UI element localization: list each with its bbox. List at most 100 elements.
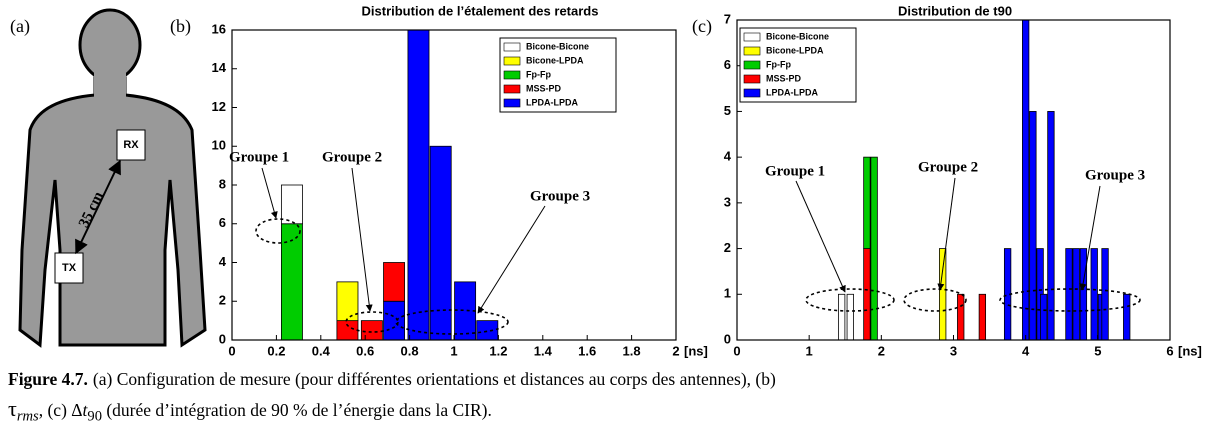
legend-swatch [744,75,760,83]
bar-segment [1066,249,1072,340]
x-tick-label: 4 [1022,343,1030,358]
body-diagram: RX TX 35 cm [20,10,205,345]
group-label: Groupe 2 [322,149,382,165]
x-tick-label: 1.4 [534,343,553,358]
x-unit: [ns] [1178,343,1202,358]
y-tick-label: 5 [724,103,731,118]
page: RX TX 35 cm (a) (b) (c) Distribution de … [0,0,1220,448]
x-tick-label: 2 [878,343,885,358]
legend-swatch [744,89,760,97]
bar-segment [939,249,945,340]
caption-label: Figure 4.7. [8,369,88,389]
x-tick-label: 0 [733,343,740,358]
x-tick-label: 3 [950,343,957,358]
panel-label: (b) [170,16,191,37]
legend-label: Fp-Fp [526,69,551,79]
legend-label: Bicone-LPDA [526,55,584,65]
y-tick-label: 4 [724,149,732,164]
bar-segment [1102,249,1108,340]
caption-text: , (c) Δ [39,400,83,420]
y-tick-label: 8 [219,176,226,191]
panel-label: (a) [10,16,30,37]
legend-swatch [504,99,520,107]
group-label: Groupe 1 [229,149,289,165]
y-tick-label: 6 [724,57,731,72]
chart-title: Distribution de t90 [898,3,1012,18]
group-arrow [478,206,545,313]
y-tick-label: 2 [219,293,226,308]
x-tick-label: 1.6 [578,343,596,358]
y-tick-label: 1 [724,286,731,301]
legend-label: Fp-Fp [766,59,791,69]
body-silhouette [20,78,205,345]
bar-segment [477,321,498,340]
bar-segment [1073,249,1079,340]
caption-subscript: 90 [87,409,102,425]
legend-label: MSS-PD [526,83,562,93]
group-label: Groupe 2 [918,159,978,175]
x-tick-label: 6 [1166,343,1173,358]
x-tick-label: 5 [1094,343,1101,358]
x-tick-label: 1 [450,343,457,358]
legend-swatch [504,57,520,65]
legend-swatch [504,43,520,51]
legend-label: LPDA-LPDA [766,87,818,97]
y-tick-label: 2 [724,240,731,255]
head [80,10,140,80]
bar-segment [979,294,985,340]
legend-label: Bicone-Bicone [766,31,829,41]
group-arrow [262,168,276,218]
x-tick-label: 1.8 [623,343,641,358]
y-tick-label: 12 [212,99,226,114]
neck [94,70,126,100]
bar-segment [1091,249,1097,340]
legend-label: MSS-PD [766,73,802,83]
figure: RX TX 35 cm (a) (b) (c) Distribution de … [0,0,1220,360]
bar-segment [1040,294,1046,340]
x-tick-label: 1.2 [489,343,507,358]
y-tick-label: 0 [724,331,731,346]
x-tick-label: 0.4 [312,343,331,358]
y-tick-label: 16 [212,21,226,36]
rx-label: RX [123,139,139,151]
x-tick-label: 0.8 [401,343,419,358]
legend-label: Bicone-LPDA [766,45,824,55]
bar-segment [864,157,870,248]
x-tick-label: 0 [228,343,235,358]
bar-segment [871,157,877,340]
bar-segment [838,294,844,340]
caption-text: (a) Configuration de mesure (pour différ… [93,369,776,389]
legend-swatch [504,71,520,79]
bar-segment [1030,111,1036,340]
legend-label: LPDA-LPDA [526,97,578,107]
group-label: Groupe 3 [530,188,590,204]
group-label: Groupe 1 [765,163,825,179]
legend-swatch [744,47,760,55]
group-arrow [940,178,955,290]
group-arrow [796,181,845,292]
caption-text: (durée d’intégration de 90 % de l’énergi… [102,400,492,420]
y-tick-label: 10 [212,138,226,153]
bar-segment [281,224,302,340]
x-tick-label: 0.2 [267,343,285,358]
y-tick-label: 6 [219,215,226,230]
y-tick-label: 0 [219,331,226,346]
group-ellipse [904,289,966,311]
caption: Figure 4.7.(a) Configuration de mesure (… [8,364,1213,432]
bar-segment [1123,294,1129,340]
legend-swatch [504,85,520,93]
bar-segment [384,301,405,340]
bar-segment [847,294,853,340]
y-tick-label: 14 [212,60,227,75]
chart-title: Distribution de l’étalement des retards [362,3,599,18]
bar-segment [455,282,476,340]
y-tick-label: 4 [219,254,227,269]
bar-segment [337,282,358,321]
x-tick-label: 0.6 [356,343,374,358]
bar-segment [281,185,302,224]
bar-segment [864,249,870,340]
x-tick-label: 2 [672,343,679,358]
bar-segment [1048,111,1054,340]
bar-segment [361,321,382,340]
bar-segment [1080,249,1086,340]
